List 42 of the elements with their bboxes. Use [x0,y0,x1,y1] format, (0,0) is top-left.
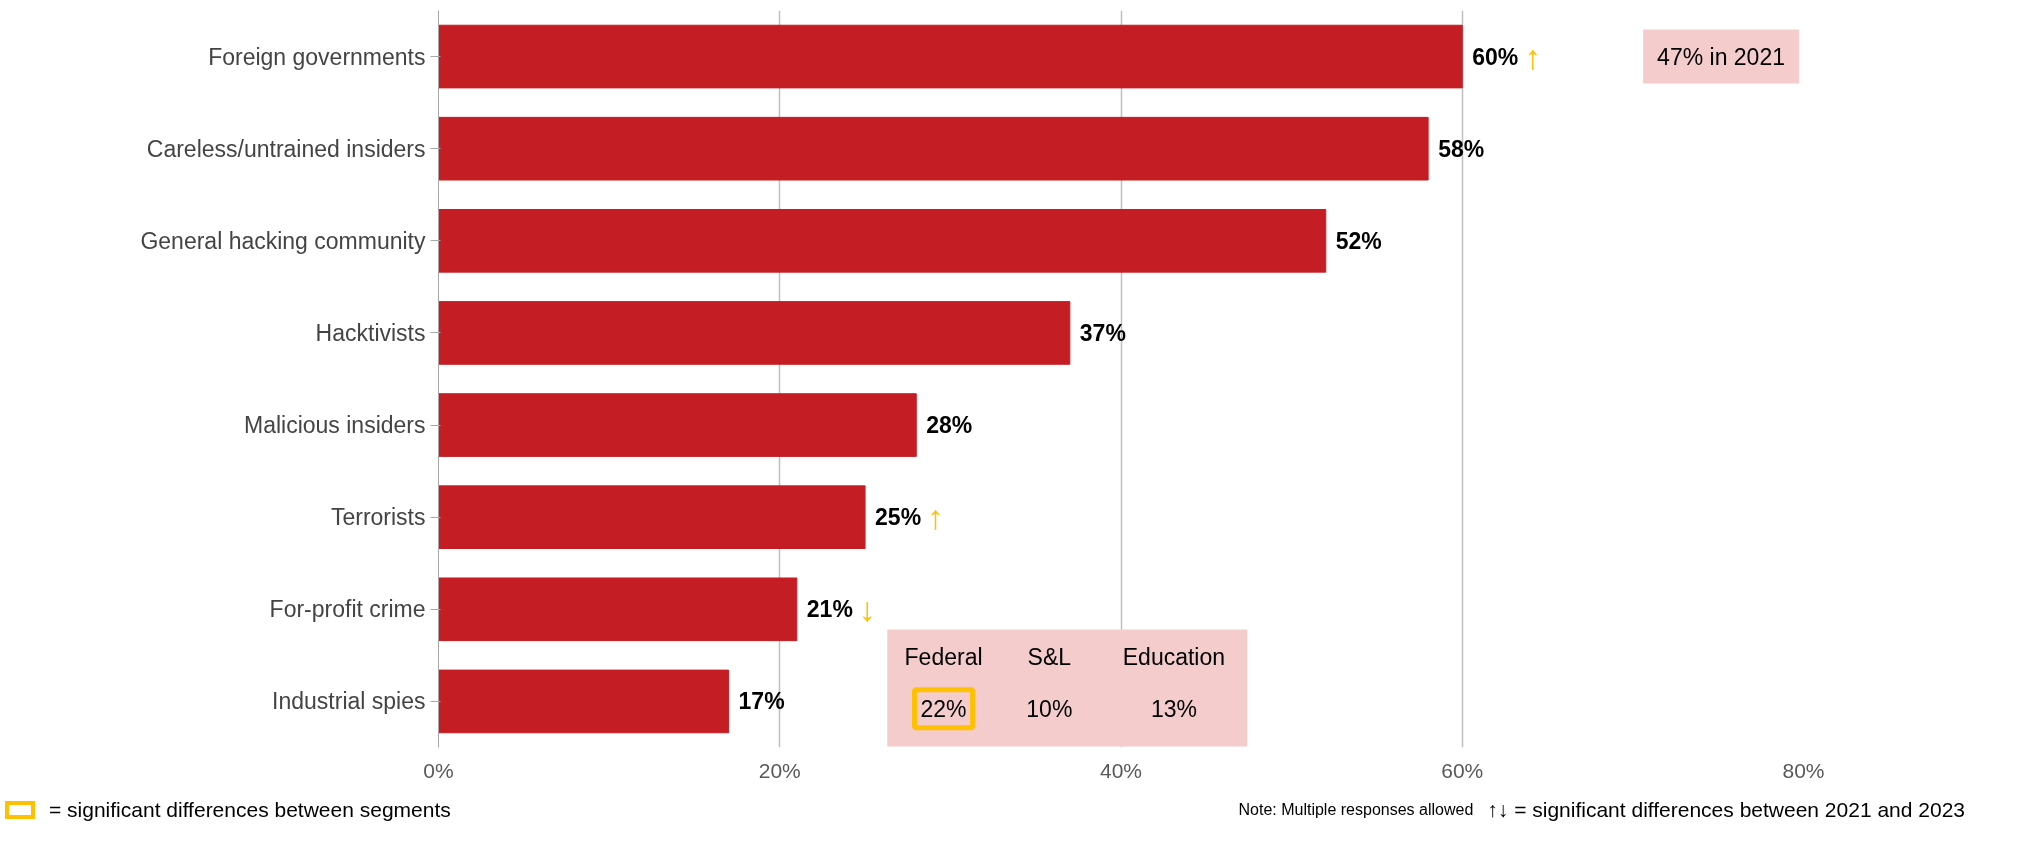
annotation: ↓ [858,590,876,629]
annotation: S&L [1027,644,1072,671]
annotation: 10% [1026,695,1073,722]
y-tick-label: Malicious insiders [243,412,426,439]
annotation: 13% [1150,695,1197,722]
y-tick-label: Hacktivists [315,319,426,346]
data-label: 28% [926,412,973,439]
y-tick-label: Careless/untrained insiders [146,135,426,162]
y-tick-label: General hacking community [140,227,426,254]
y-tick-label: Foreign governments [208,43,426,70]
y-tick-label: Terrorists [330,504,426,531]
bar [438,208,1327,273]
data-label: 52% [1335,227,1382,254]
annotation: ↑ [1524,37,1542,76]
data-label: 60% [1472,43,1519,70]
data-label: 25% [875,504,922,531]
data-label: 17% [738,688,785,715]
bar [438,577,798,642]
text: Note: Multiple responses allowed [1238,799,1474,820]
bar [438,485,866,550]
bar [438,393,917,457]
x-tick-label: 20% [758,758,801,782]
text: ↑↓ = significant differences between 2021 and 2023 [1487,797,1965,823]
bar [438,301,1071,365]
text: = significant differences between segments [49,797,451,823]
bar [438,24,1463,89]
annotation: 47% in 2021 [1657,43,1785,70]
x-tick-label: 0% [423,758,454,782]
annotation: Education [1122,644,1226,671]
data-label: 37% [1079,319,1126,346]
annotation: 22% [920,695,967,722]
bar [438,669,730,734]
annotation: Federal [904,644,983,671]
data-label: 58% [1438,135,1485,162]
data-label: 21% [806,596,853,623]
x-tick-label: 60% [1441,758,1484,782]
y-tick-label: For-profit crime [269,596,426,623]
x-tick-label: 40% [1099,758,1143,782]
x-tick-label: 80% [1782,758,1825,782]
y-tick-label: Industrial spies [272,688,426,715]
annotation: ↑ [927,498,945,537]
bar [438,116,1429,181]
